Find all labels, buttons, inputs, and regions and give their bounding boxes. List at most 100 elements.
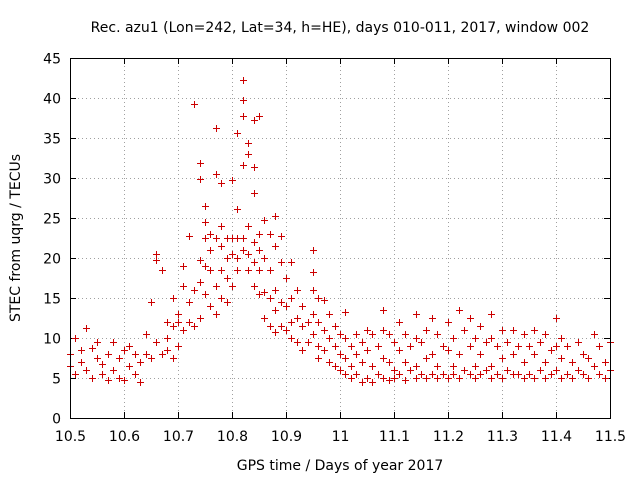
data-point (413, 375, 420, 382)
data-point (256, 291, 263, 298)
data-point (197, 257, 204, 264)
data-point (126, 363, 133, 370)
plot-frame (70, 58, 611, 419)
data-point (332, 343, 339, 350)
y-tick-label: 25 (43, 212, 61, 228)
data-point (483, 339, 490, 346)
data-point (418, 371, 425, 378)
data-point (218, 223, 225, 230)
data-point (153, 251, 160, 258)
data-point (278, 259, 285, 266)
data-point (180, 327, 187, 334)
data-point (170, 323, 177, 330)
data-point (456, 375, 463, 382)
data-point (375, 343, 382, 350)
data-point (245, 251, 252, 258)
data-point (197, 160, 204, 167)
data-point (191, 323, 198, 330)
data-point (72, 371, 79, 378)
data-point (261, 217, 268, 224)
data-point (391, 375, 398, 382)
data-point (245, 151, 252, 158)
y-tick-labels: 0 5 10 15 20 25 30 35 40 45 (43, 52, 61, 428)
data-point (294, 315, 301, 322)
data-point (245, 267, 252, 274)
data-point (278, 323, 285, 330)
data-point (337, 331, 344, 338)
data-point (369, 363, 376, 370)
data-point (542, 331, 549, 338)
data-point (89, 375, 96, 382)
data-point (229, 177, 236, 184)
data-point (186, 319, 193, 326)
data-point (288, 259, 295, 266)
data-point (137, 379, 144, 386)
data-point (137, 359, 144, 366)
data-point (580, 371, 587, 378)
data-point (240, 113, 247, 120)
data-point (440, 343, 447, 350)
data-point (494, 371, 501, 378)
data-point (207, 303, 214, 310)
data-point (472, 363, 479, 370)
x-axis-label: GPS time / Days of year 2017 (237, 458, 444, 474)
data-point (218, 267, 225, 274)
data-point (272, 213, 279, 220)
data-point (348, 375, 355, 382)
x-tick-label: 10.6 (109, 429, 140, 445)
data-point (369, 331, 376, 338)
data-point (450, 363, 457, 370)
data-point (267, 231, 274, 238)
data-point (402, 331, 409, 338)
y-tick-label: 20 (43, 252, 61, 268)
data-point (299, 303, 306, 310)
y-tick-label: 30 (43, 172, 61, 188)
data-point (315, 343, 322, 350)
data-point (267, 295, 274, 302)
data-point (251, 190, 258, 197)
data-point (89, 345, 96, 352)
data-point (423, 375, 430, 382)
data-point (305, 319, 312, 326)
data-point (531, 327, 538, 334)
x-tick-label: 10.9 (271, 429, 302, 445)
data-point (213, 171, 220, 178)
data-points (67, 77, 614, 386)
data-point (531, 375, 538, 382)
data-point (461, 327, 468, 334)
data-point (202, 219, 209, 226)
data-point (413, 335, 420, 342)
data-point (245, 140, 252, 147)
data-point (240, 77, 247, 84)
y-tick-label: 45 (43, 52, 61, 68)
x-tick-labels: 10.5 10.6 10.7 10.8 10.9 11 11.1 11.2 11.3 11.4 11… (55, 429, 626, 445)
data-point (413, 311, 420, 318)
data-point (251, 164, 258, 171)
data-point (526, 371, 533, 378)
data-point (553, 367, 560, 374)
data-point (99, 371, 106, 378)
data-point (99, 361, 106, 368)
data-point (504, 367, 511, 374)
data-point (537, 367, 544, 374)
data-point (202, 263, 209, 270)
data-point (218, 243, 225, 250)
data-point (591, 331, 598, 338)
data-point (261, 315, 268, 322)
data-point (369, 379, 376, 386)
data-point (83, 325, 90, 332)
data-point (521, 359, 528, 366)
data-point (78, 359, 85, 366)
data-point (213, 283, 220, 290)
data-point (116, 355, 123, 362)
data-point (602, 375, 609, 382)
data-point (510, 327, 517, 334)
data-point (191, 287, 198, 294)
data-point (164, 335, 171, 342)
data-point (234, 267, 241, 274)
data-point (569, 375, 576, 382)
data-point (407, 367, 414, 374)
data-point (197, 279, 204, 286)
data-point (224, 275, 231, 282)
data-point (450, 335, 457, 342)
